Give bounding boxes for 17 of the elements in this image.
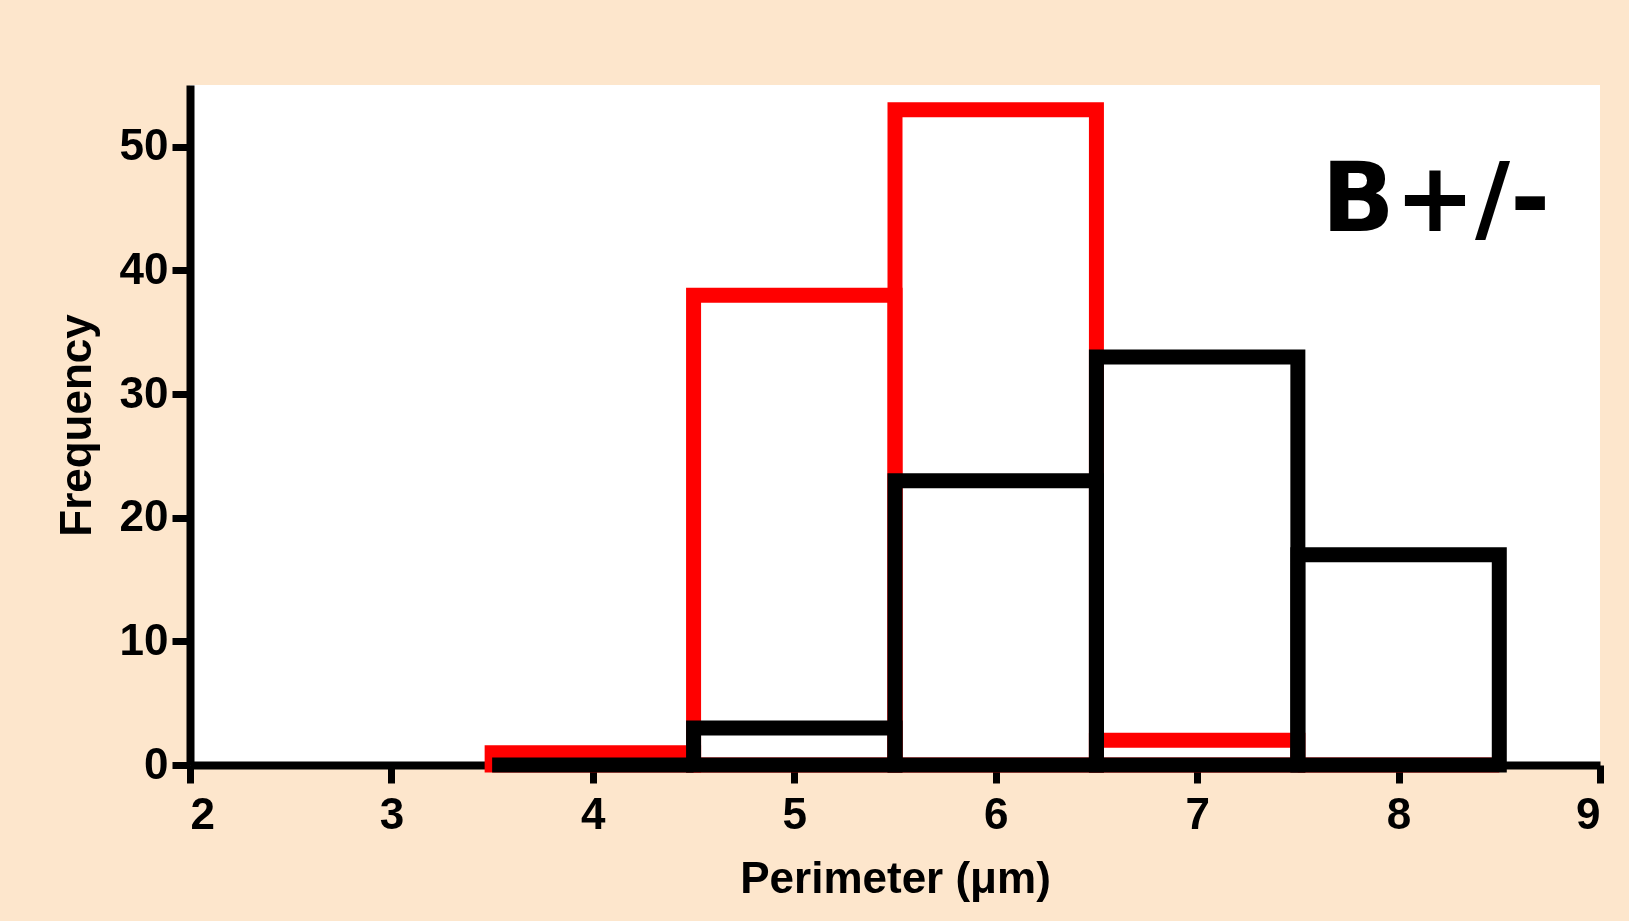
y-axis-title: Frequency — [50, 313, 100, 537]
x-tick-label: 3 — [379, 788, 405, 838]
x-tick-label: 8 — [1386, 788, 1412, 838]
y-tick-label: 40 — [119, 243, 169, 293]
x-tick-label: 7 — [1185, 788, 1210, 838]
y-tick-label: 30 — [119, 367, 169, 417]
annotation: B+/- — [1321, 142, 1550, 254]
x-tick-label: 2 — [190, 788, 215, 838]
x-axis-title: Perimeter (μm) — [740, 852, 1051, 902]
x-tick-label: 9 — [1576, 788, 1601, 838]
x-tick-label: 6 — [983, 788, 1009, 838]
y-tick-label: 20 — [119, 491, 169, 541]
y-tick-label: 10 — [119, 614, 169, 664]
y-tick-label: 50 — [119, 120, 169, 170]
y-tick-label: 0 — [144, 738, 169, 788]
x-tick-label: 5 — [782, 788, 808, 838]
x-tick-label: 4 — [581, 788, 607, 838]
